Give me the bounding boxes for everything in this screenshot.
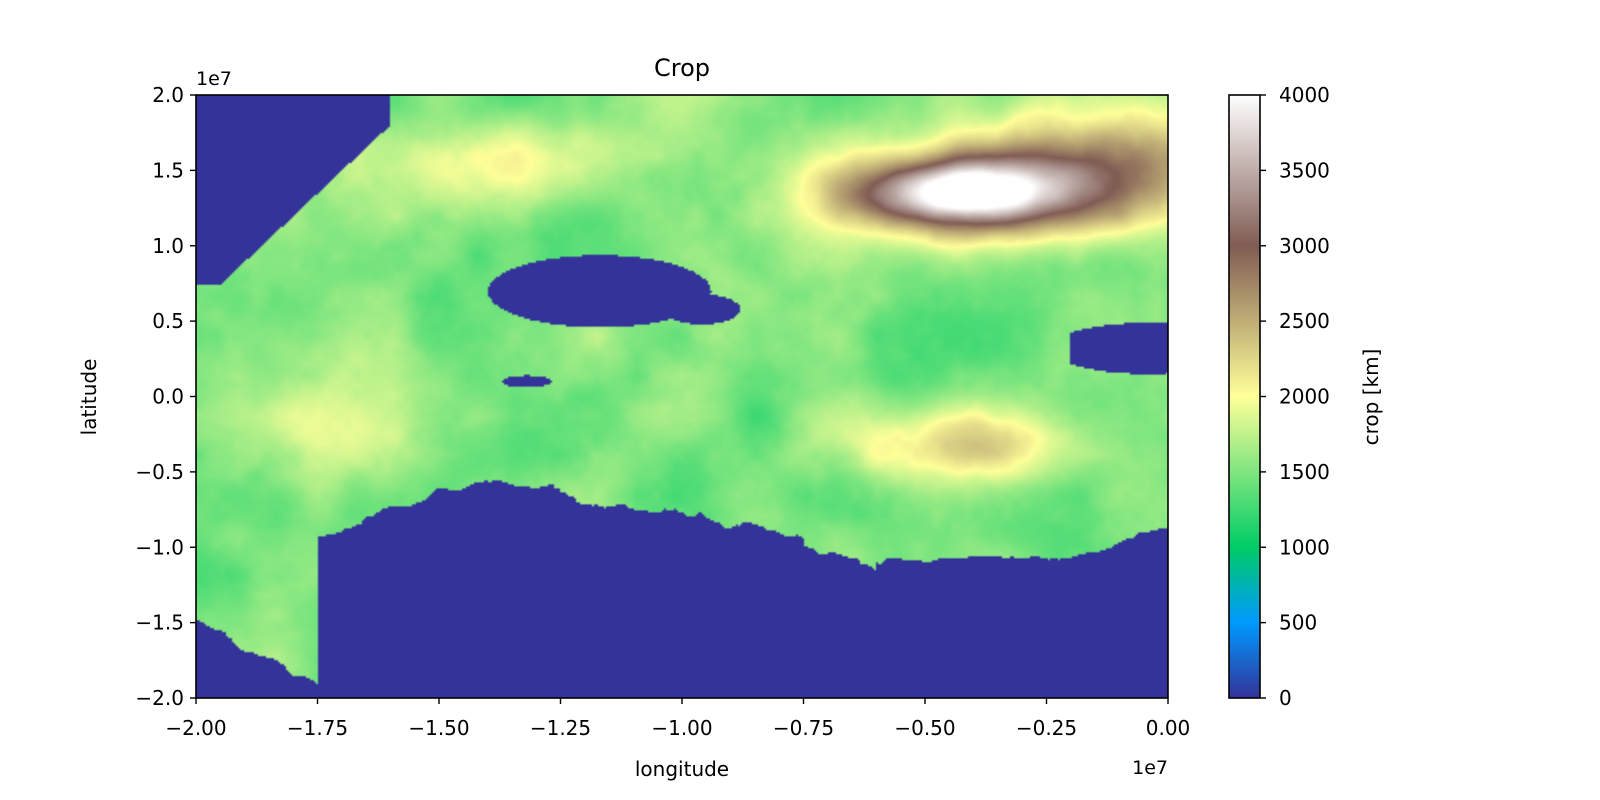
colorbar-tick-label: 2500 (1279, 309, 1330, 333)
y-tick-label: 2.0 (152, 83, 184, 107)
x-tick-label: −1.50 (408, 716, 469, 740)
y-tick-label: 1.0 (152, 234, 184, 258)
y-tick-label: 1.5 (152, 158, 184, 182)
x-tick-label: −1.25 (530, 716, 591, 740)
colorbar-tick-label: 2000 (1279, 385, 1330, 409)
x-offset-label: 1e7 (1132, 757, 1168, 779)
colorbar-gradient (1229, 95, 1260, 698)
y-offset-label: 1e7 (196, 68, 232, 90)
y-tick-label: −1.5 (135, 611, 184, 635)
chart-title: Crop (654, 54, 710, 82)
x-tick-label: −0.25 (1016, 716, 1077, 740)
heatmap-image (196, 95, 1168, 698)
colorbar-label: crop [km] (1359, 349, 1383, 446)
colorbar-tick-label: 500 (1279, 611, 1317, 635)
y-tick-label: −1.0 (135, 535, 184, 559)
y-axis-label: latitude (77, 359, 101, 436)
colorbar-tick-label: 3500 (1279, 158, 1330, 182)
x-tick-label: 0.00 (1146, 716, 1191, 740)
y-tick-label: −0.5 (135, 460, 184, 484)
x-axis-ticks: −2.00 −1.75 −1.50 −1.25 −1.00 −0.75 −0.50 −0.25… (165, 698, 1190, 740)
x-axis-label: longitude (635, 757, 729, 781)
x-tick-label: −2.00 (165, 716, 226, 740)
x-tick-label: −1.75 (287, 716, 348, 740)
colorbar-ticks: 4000 3500 3000 2500 2000 1500 1000 500 0 (1260, 83, 1330, 710)
x-tick-label: −0.75 (773, 716, 834, 740)
colorbar-tick-label: 3000 (1279, 234, 1330, 258)
y-tick-label: 0.5 (152, 309, 184, 333)
y-tick-label: −2.0 (135, 686, 184, 710)
colorbar: 4000 3500 3000 2500 2000 1500 1000 500 0 crop [k… (1228, 83, 1383, 710)
heatmap-area (196, 95, 1168, 698)
x-tick-label: −0.50 (894, 716, 955, 740)
y-axis-ticks: 2.0 1.5 1.0 0.5 0.0 −0.5 −1.0 −1.5 −2.0 (135, 83, 196, 710)
x-tick-label: −1.00 (651, 716, 712, 740)
colorbar-tick-label: 0 (1279, 686, 1292, 710)
colorbar-tick-label: 1500 (1279, 460, 1330, 484)
y-tick-label: 0.0 (152, 385, 184, 409)
colorbar-tick-label: 1000 (1279, 535, 1330, 559)
colorbar-tick-label: 4000 (1279, 83, 1330, 107)
